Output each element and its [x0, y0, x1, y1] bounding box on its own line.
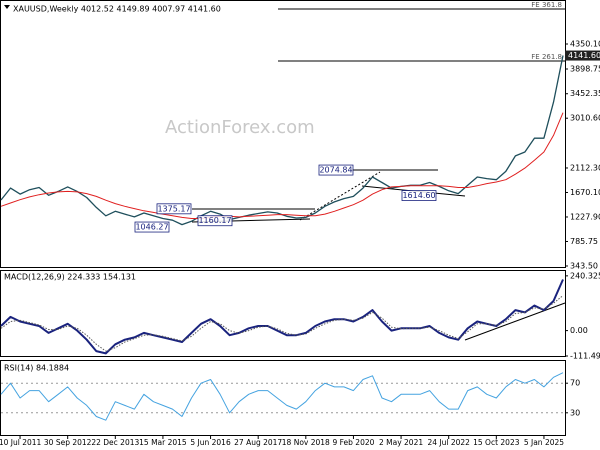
x-tick-label: 5 Jan 2025 [524, 438, 564, 447]
y-tick-label: 785.75 [570, 237, 598, 246]
rsi-panel-frame [0, 360, 566, 436]
series-line [0, 279, 564, 355]
x-tick-label: 30 Sep 2012 [44, 438, 92, 447]
panel-title: MACD(12,26,9) 224.333 154.131 [4, 273, 136, 282]
price-panel-frame [0, 0, 566, 268]
x-tick-label: 15 Oct 2023 [473, 438, 520, 447]
panel-title: XAUUSD,Weekly 4012.52 4149.89 4007.97 41… [13, 5, 221, 14]
y-tick-label: 30 [570, 408, 580, 417]
price-annotation: 2074.84 [319, 166, 352, 175]
y-tick-label: 1670.10 [570, 188, 600, 197]
x-tick-label: 15 Mar 2015 [139, 438, 187, 447]
series-line [0, 112, 564, 219]
x-tick-label: 5 Jun 2016 [190, 438, 231, 447]
y-tick-label: 3898.75 [570, 64, 600, 73]
watermark: ActionForex.com [165, 117, 315, 138]
price-annotation-box [197, 215, 233, 227]
price-annotation: 1160.17 [198, 216, 231, 225]
y-tick-label: 3452.35 [570, 89, 600, 98]
x-tick-label: 24 Jul 2022 [427, 438, 470, 447]
x-tick-label: 27 Aug 2017 [234, 438, 282, 447]
last-price-box [565, 50, 600, 61]
price-annotation-box [134, 221, 170, 233]
fe-level-label: FE 361.8 [531, 1, 562, 9]
y-tick-label: 70 [570, 379, 580, 388]
panel-title: RSI(14) 84.1884 [4, 364, 69, 373]
y-tick-label: 1227.90 [570, 212, 600, 221]
price-annotation-box [156, 203, 192, 215]
trendline [299, 171, 381, 221]
symbol-icon [4, 5, 10, 9]
price-annotation-box [401, 190, 437, 201]
y-tick-label: 0.00 [570, 326, 588, 335]
y-tick-label: -111.496 [570, 352, 600, 361]
price-annotation: 1375.17 [157, 204, 190, 213]
x-tick-label: 10 Jul 2011 [0, 438, 42, 447]
price-annotation-box [318, 164, 354, 176]
x-tick-label: 2 May 2021 [379, 438, 423, 447]
last-price-label: 4141.60 [568, 51, 600, 60]
price-annotation: 1614.60 [402, 191, 435, 200]
macd-panel-frame [0, 270, 566, 357]
y-tick-label: 4350.10 [570, 39, 600, 48]
series-line [0, 372, 564, 421]
y-tick-label: 240.325 [570, 271, 600, 280]
x-tick-label: 22 Dec 2013 [91, 438, 139, 447]
fe-level-label: FE 261.8 [531, 53, 562, 61]
y-tick-label: 2112.30 [570, 163, 600, 172]
y-tick-label: 3010.60 [570, 114, 600, 123]
macd-trendline [464, 302, 566, 341]
x-tick-label: 9 Feb 2020 [332, 438, 374, 447]
price-annotation: 1046.27 [135, 223, 168, 232]
y-tick-label: 343.50 [570, 261, 598, 270]
x-tick-label: 18 Nov 2018 [282, 438, 330, 447]
